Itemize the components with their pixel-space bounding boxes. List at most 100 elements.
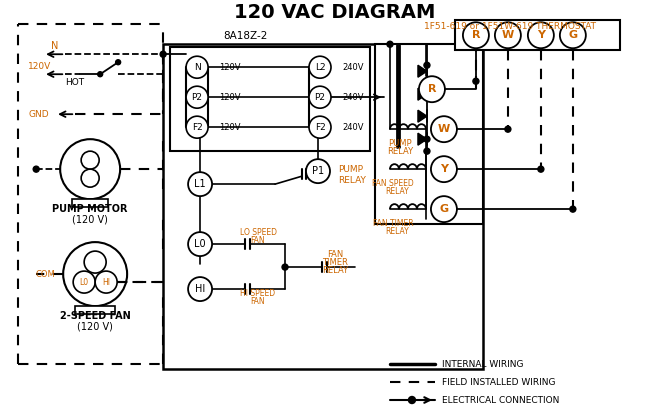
Text: FAN SPEED: FAN SPEED	[372, 178, 414, 188]
Text: 120V: 120V	[28, 62, 52, 71]
Text: RELAY: RELAY	[387, 147, 413, 156]
Text: COM: COM	[36, 269, 55, 279]
Bar	[75, 306, 115, 314]
Text: RELAY: RELAY	[385, 227, 409, 235]
Circle shape	[570, 206, 576, 212]
Circle shape	[188, 277, 212, 301]
Text: PUMP: PUMP	[338, 165, 363, 173]
Circle shape	[463, 22, 489, 48]
Text: (120 V): (120 V)	[77, 321, 113, 331]
Circle shape	[81, 169, 99, 187]
Text: RELAY: RELAY	[385, 186, 409, 196]
Text: P1: P1	[312, 166, 324, 176]
Polygon shape	[418, 110, 427, 122]
Circle shape	[309, 86, 331, 108]
Text: FAN TIMER: FAN TIMER	[373, 219, 413, 228]
Text: 120V: 120V	[219, 93, 241, 102]
Text: FAN: FAN	[251, 235, 265, 245]
Circle shape	[409, 396, 415, 403]
Text: W: W	[438, 124, 450, 134]
Text: (120 V): (120 V)	[72, 214, 108, 224]
Text: P2: P2	[314, 93, 326, 102]
Circle shape	[84, 251, 106, 273]
Circle shape	[431, 116, 457, 142]
Text: R: R	[427, 84, 436, 94]
Text: RELAY: RELAY	[322, 266, 348, 274]
Text: 240V: 240V	[342, 63, 364, 72]
Text: ELECTRICAL CONNECTION: ELECTRICAL CONNECTION	[442, 396, 559, 404]
Circle shape	[188, 232, 212, 256]
Circle shape	[528, 22, 554, 48]
Circle shape	[98, 72, 103, 77]
Text: L0: L0	[80, 277, 88, 287]
Text: F2: F2	[315, 123, 326, 132]
Polygon shape	[418, 65, 427, 77]
Text: PUMP MOTOR: PUMP MOTOR	[52, 204, 128, 214]
Text: FAN: FAN	[251, 297, 265, 305]
Circle shape	[473, 78, 479, 84]
Text: TIMER: TIMER	[322, 258, 348, 266]
Circle shape	[63, 242, 127, 306]
Circle shape	[186, 116, 208, 138]
Text: R: R	[472, 30, 480, 40]
Text: N: N	[52, 41, 59, 51]
Circle shape	[538, 166, 544, 172]
Text: L2: L2	[315, 63, 326, 72]
Circle shape	[431, 156, 457, 182]
Text: PUMP: PUMP	[388, 139, 412, 147]
Text: HI: HI	[102, 277, 110, 287]
Circle shape	[424, 62, 430, 68]
Circle shape	[160, 51, 166, 57]
Text: L1: L1	[194, 179, 206, 189]
Text: P2: P2	[192, 93, 202, 102]
Text: W: W	[502, 30, 514, 40]
Circle shape	[431, 196, 457, 222]
Circle shape	[309, 116, 331, 138]
Bar	[455, 20, 620, 50]
Bar	[170, 47, 370, 151]
Circle shape	[309, 56, 331, 78]
Text: 120V: 120V	[219, 123, 241, 132]
Circle shape	[186, 86, 208, 108]
Text: HOT: HOT	[65, 78, 84, 87]
Circle shape	[419, 76, 445, 102]
Polygon shape	[418, 133, 427, 145]
Circle shape	[424, 148, 430, 154]
Polygon shape	[418, 88, 427, 100]
Text: Y: Y	[537, 30, 545, 40]
Text: LO SPEED: LO SPEED	[240, 228, 277, 237]
Text: L0: L0	[194, 239, 206, 249]
Bar	[375, 44, 483, 224]
Text: 120V: 120V	[219, 63, 241, 72]
Circle shape	[282, 264, 288, 270]
Text: HI: HI	[195, 284, 205, 294]
Text: FAN: FAN	[327, 250, 343, 259]
Text: G: G	[568, 30, 578, 40]
Text: N: N	[194, 63, 200, 72]
Circle shape	[186, 56, 208, 78]
Text: 240V: 240V	[342, 123, 364, 132]
Bar	[72, 199, 108, 207]
Bar	[163, 44, 483, 369]
Text: RELAY: RELAY	[338, 176, 366, 185]
Text: HI SPEED: HI SPEED	[241, 289, 275, 297]
Circle shape	[424, 136, 430, 142]
Circle shape	[60, 139, 120, 199]
Text: 240V: 240V	[342, 93, 364, 102]
Circle shape	[34, 166, 39, 172]
Circle shape	[81, 151, 99, 169]
Circle shape	[306, 159, 330, 183]
Circle shape	[116, 60, 121, 65]
Text: 1F51-619 or 1F51W-619 THERMOSTAT: 1F51-619 or 1F51W-619 THERMOSTAT	[424, 22, 596, 31]
Text: 120 VAC DIAGRAM: 120 VAC DIAGRAM	[234, 3, 436, 22]
Circle shape	[495, 22, 521, 48]
Text: INTERNAL WIRING: INTERNAL WIRING	[442, 360, 523, 369]
Text: GND: GND	[28, 110, 49, 119]
Circle shape	[387, 41, 393, 47]
Circle shape	[73, 271, 95, 293]
Text: FIELD INSTALLED WIRING: FIELD INSTALLED WIRING	[442, 378, 555, 386]
Text: F2: F2	[192, 123, 202, 132]
Text: 2-SPEED FAN: 2-SPEED FAN	[60, 311, 131, 321]
Text: 8A18Z-2: 8A18Z-2	[223, 31, 267, 41]
Text: Y: Y	[440, 164, 448, 174]
